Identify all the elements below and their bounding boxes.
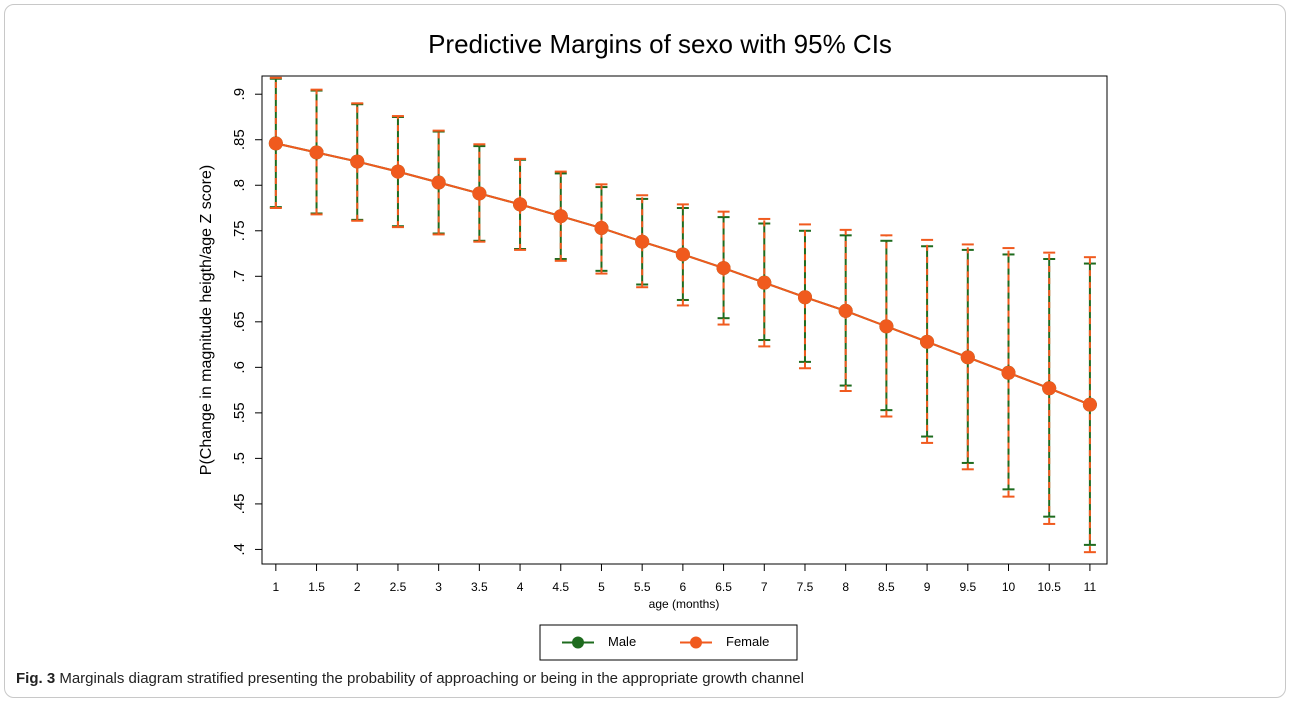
legend-symbol — [572, 636, 584, 649]
y-tick-label: .75 — [231, 220, 248, 241]
y-tick-label: .85 — [231, 129, 248, 150]
x-tick-label: 3.5 — [471, 580, 488, 594]
point — [635, 234, 650, 249]
y-tick-label: .6 — [231, 361, 248, 374]
x-tick-label: 6 — [680, 580, 687, 594]
point — [309, 145, 324, 160]
y-tick-label: .5 — [231, 452, 248, 465]
y-tick-label: .7 — [231, 270, 248, 283]
point — [390, 164, 405, 179]
x-tick-label: 1 — [272, 580, 279, 594]
point — [350, 154, 365, 169]
x-tick-label: 2.5 — [390, 580, 407, 594]
point — [594, 221, 609, 236]
y-tick-label: .4 — [231, 543, 248, 556]
x-tick-label: 4 — [517, 580, 524, 594]
x-tick-label: 7 — [761, 580, 768, 594]
x-tick-label: 1.5 — [308, 580, 325, 594]
y-tick-label: .9 — [231, 88, 248, 101]
x-tick-label: 4.5 — [552, 580, 569, 594]
x-tick-label: 7.5 — [797, 580, 814, 594]
x-tick-label: 2 — [354, 580, 361, 594]
x-tick-label: 11 — [1084, 580, 1097, 594]
x-axis-title: age (months) — [649, 597, 720, 611]
y-tick-label: .65 — [231, 311, 248, 332]
point — [960, 350, 975, 365]
x-tick-label: 9.5 — [959, 580, 976, 594]
y-axis-title: P(Change in magnitude heigth/age Z score… — [198, 165, 215, 475]
figure-frame — [4, 4, 1286, 698]
point — [797, 290, 812, 305]
x-tick-label: 5.5 — [634, 580, 651, 594]
x-tick-label: 6.5 — [715, 580, 732, 594]
x-tick-label: 5 — [598, 580, 605, 594]
point — [513, 197, 528, 212]
point — [1042, 381, 1057, 396]
x-tick-label: 9 — [924, 580, 931, 594]
point — [1001, 365, 1016, 380]
caption-label: Fig. 3 — [16, 670, 56, 687]
point — [472, 186, 487, 201]
legend-label: Male — [608, 634, 636, 649]
y-tick-label: .55 — [231, 402, 248, 423]
x-tick-label: 10.5 — [1038, 580, 1062, 594]
point — [920, 334, 935, 349]
y-tick-label: .45 — [231, 493, 248, 514]
x-tick-label: 8.5 — [878, 580, 895, 594]
x-tick-label: 10 — [1002, 580, 1016, 594]
x-tick-label: 3 — [435, 580, 442, 594]
point — [838, 303, 853, 318]
caption: Fig. 3 Marginals diagram stratified pres… — [16, 670, 804, 687]
point — [1082, 397, 1097, 412]
point — [268, 136, 283, 151]
chart-title: Predictive Margins of sexo with 95% CIs — [428, 29, 892, 59]
plot-frame — [261, 75, 1108, 565]
x-tick-label: 8 — [842, 580, 849, 594]
legend-box — [539, 624, 798, 661]
point — [553, 209, 568, 224]
point — [879, 319, 894, 334]
legend-label: Female — [726, 634, 769, 649]
point — [716, 261, 731, 276]
caption-text: Marginals diagram stratified presenting … — [59, 670, 804, 687]
point — [757, 275, 772, 290]
point — [675, 247, 690, 262]
point — [431, 175, 446, 190]
chart: Predictive Margins of sexo with 95% CIs … — [198, 29, 1108, 661]
y-tick-label: .8 — [231, 179, 248, 192]
legend-symbol — [690, 636, 702, 649]
